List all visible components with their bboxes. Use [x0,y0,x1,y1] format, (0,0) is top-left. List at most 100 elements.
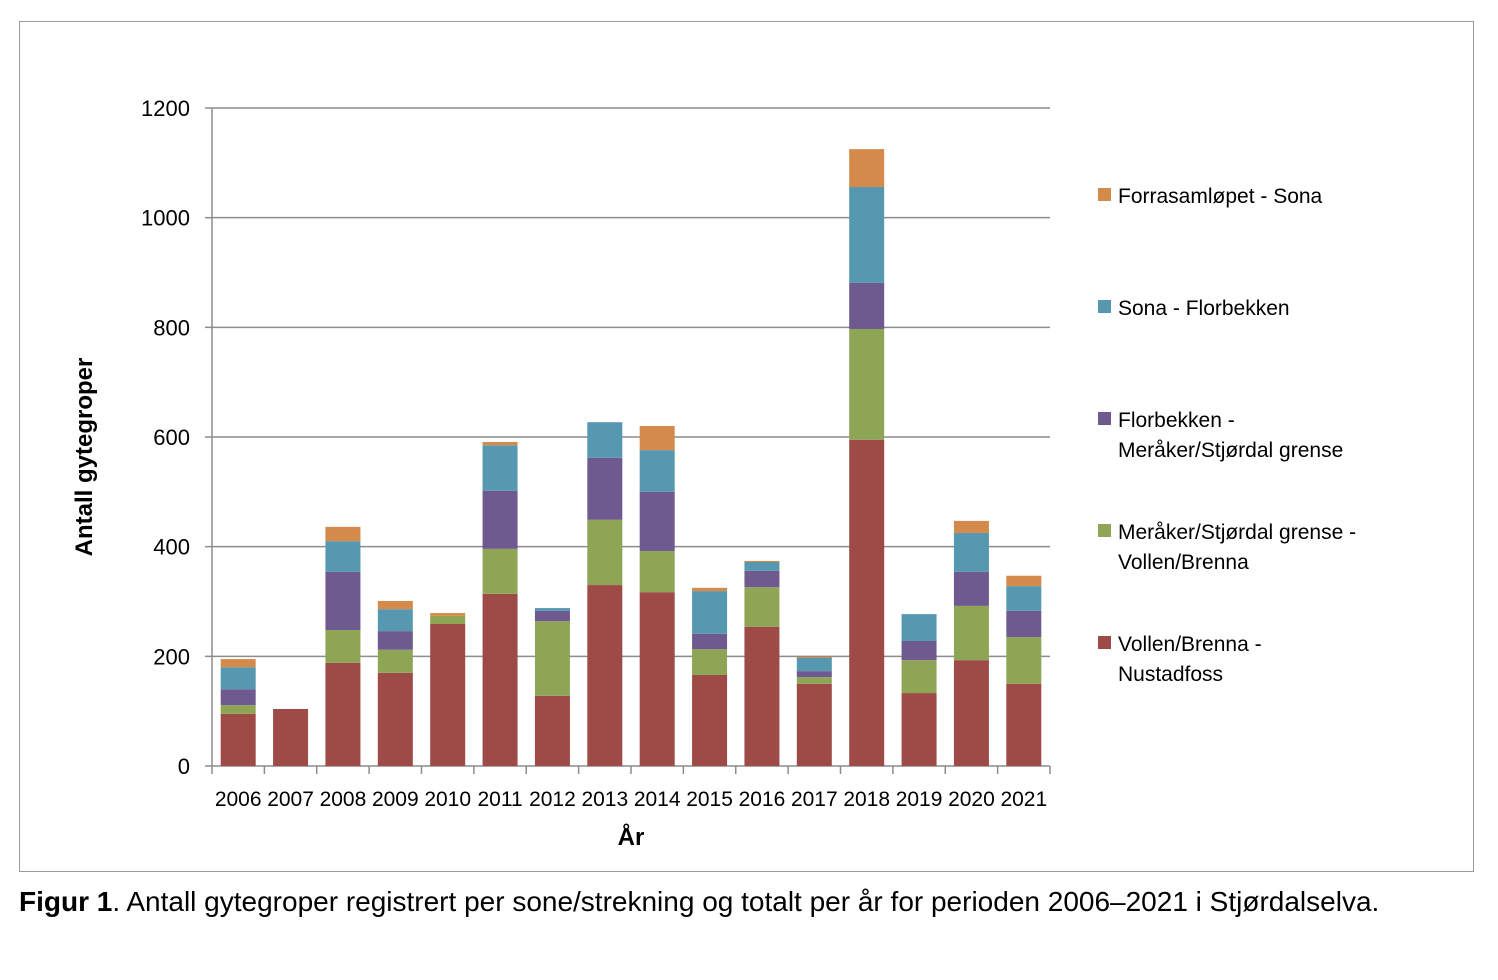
bar-segment [430,613,466,616]
bar-segment [1006,610,1042,638]
figure-caption: Figur 1. Antall gytegroper registrert pe… [19,880,1439,924]
y-tick-label: 400 [153,535,190,560]
bar-segment [220,705,256,714]
bar-segment [796,657,832,672]
legend-swatch [1098,524,1111,537]
x-tick-label: 2017 [791,788,838,811]
x-tick-label: 2010 [424,788,471,811]
bar-segment [430,615,466,624]
bar-segment [901,614,937,641]
bar-segment [377,672,413,766]
bar-segment [953,571,989,606]
x-tick-label: 2007 [267,788,314,811]
bar-segment [744,562,780,571]
caption-label: Figur 1 [19,886,113,917]
bar-segment [744,570,780,588]
chart-frame [19,21,1474,872]
bar-segment [796,671,832,678]
legend-label: Meråker/Stjørdal grense [1118,439,1343,462]
x-tick-label: 2019 [896,788,943,811]
legend-label: Florbekken - [1118,409,1235,432]
bar-segment [325,630,361,663]
bar-segment [849,282,885,329]
x-tick-label: 2021 [1000,788,1047,811]
bar-segment [325,662,361,766]
bar-segment [377,600,413,610]
bar-segment [534,608,570,611]
y-tick-label: 800 [153,315,190,340]
legend-swatch [1098,636,1111,649]
bar-segment [220,659,256,668]
bar-segment [430,623,466,766]
bar-segment [220,689,256,706]
bar-segment [639,450,675,492]
bar-segment [639,592,675,766]
bar-segment [587,585,623,766]
y-tick-label: 0 [178,754,190,779]
x-tick-label: 2020 [948,788,995,811]
legend-swatch [1098,300,1111,313]
bar-segment [1006,637,1042,684]
bar-segment [692,674,728,766]
bar-segment [482,593,518,766]
x-tick-label: 2015 [686,788,733,811]
bar-segment [744,587,780,627]
x-tick-label: 2013 [581,788,628,811]
bar-segment [692,649,728,675]
x-tick-label: 2009 [372,788,419,811]
bar-segment [953,605,989,661]
bar-segment [273,708,309,766]
bar-segment [377,609,413,632]
bar-segment [744,626,780,766]
legend-label: Forrasamløpet - Sona [1118,185,1323,208]
bar-segment [587,457,623,520]
bar-segment [692,587,728,592]
bar-segment [377,631,413,650]
x-tick-label: 2006 [215,788,262,811]
bar-segment [953,660,989,766]
legend-label: Sona - Florbekken [1118,297,1290,320]
x-tick-label: 2012 [529,788,576,811]
bar-segment [849,186,885,283]
caption-text: . Antall gytegroper registrert per sone/… [112,886,1380,917]
bar-segment [1006,575,1042,587]
y-tick-label: 200 [153,644,190,669]
bar-segment [587,519,623,586]
x-tick-label: 2011 [477,788,522,811]
bar-segment [901,660,937,694]
bar-segment [534,610,570,622]
bar-segment [482,490,518,549]
bar-segment [587,422,623,458]
bar-segment [901,693,937,766]
bar-segment [1006,683,1042,766]
bar-segment [639,491,675,552]
bar-segment [639,426,675,451]
y-tick-label: 1000 [141,206,190,231]
bar-segment [796,677,832,684]
bar-segment [325,526,361,542]
bar-segment [849,439,885,766]
legend-label: Nustadfoss [1118,663,1223,686]
legend-label: Vollen/Brenna [1118,551,1249,574]
bar-segment [692,591,728,634]
y-tick-label: 600 [153,425,190,450]
legend-label: Vollen/Brenna - [1118,633,1262,656]
y-axis-title: Antall gytegroper [71,358,98,557]
bar-segment [220,713,256,766]
bar-segment [377,649,413,673]
bar-segment [953,520,989,533]
x-tick-label: 2018 [843,788,890,811]
bar-segment [482,441,518,446]
bar-segment [534,621,570,696]
bar-segment [744,560,780,563]
x-tick-label: 2008 [320,788,367,811]
legend-swatch [1098,188,1111,201]
x-tick-label: 2016 [739,788,786,811]
bar-segment [534,695,570,766]
bar-segment [325,571,361,631]
bar-segment [482,548,518,594]
bar-segment [1006,586,1042,611]
bar-segment [796,656,832,658]
legend-swatch [1098,412,1111,425]
